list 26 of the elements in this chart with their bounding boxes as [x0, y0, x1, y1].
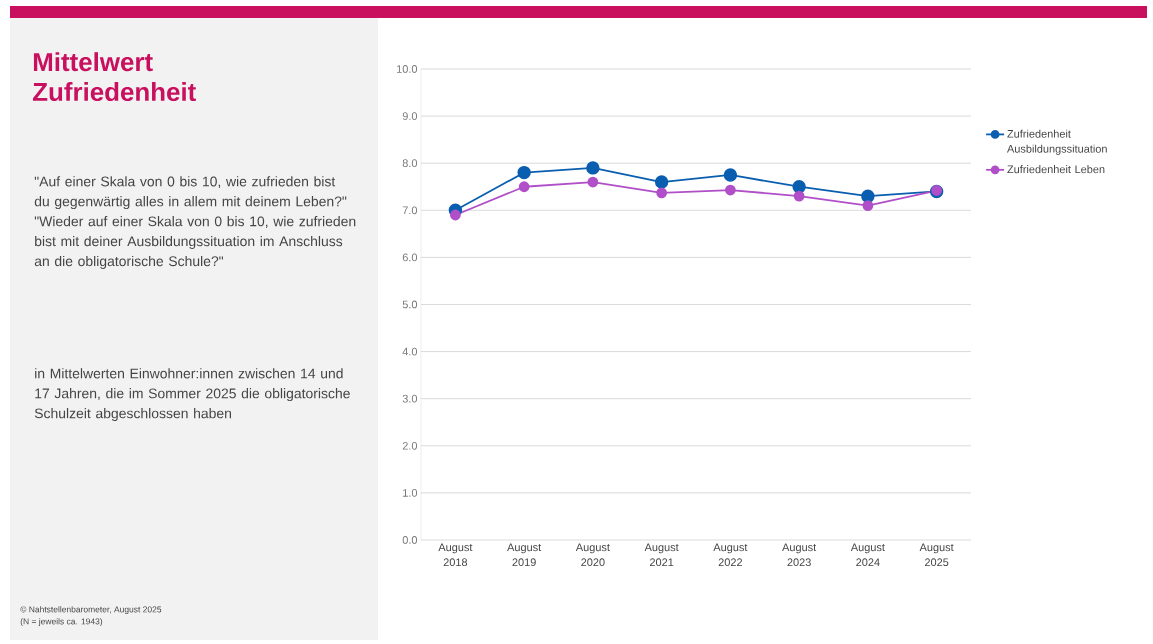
text: "Auf einer Skala von 0 bis 10, wie zufrieden bist du gegenwärtig alles in allem mit deinem Leben?" "Wieder auf einer Skala von 0 bis 10, wie zufrieden bist mit deiner Ausbildungssituation im Anschluss an die obligatorische Schule?"	[34, 176, 356, 269]
y-tick-label: 2.0	[402, 441, 418, 450]
x-tick-label: August 2022	[713, 543, 748, 567]
x-tick-label: August 2025	[919, 543, 954, 567]
y-tick-label: 3.0	[402, 394, 418, 403]
y-tick-label: 1.0	[403, 489, 418, 497]
y-tick-label: 0.0	[402, 536, 418, 544]
x-tick-label: August 2024	[850, 543, 885, 567]
y-tick-label: 9.0	[402, 112, 418, 120]
y-tick-label: 4.0	[402, 347, 418, 356]
text: in Mittelwerten Einwohner:innen zwischen 14 und 17 Jahren, die im Sommer 2025 die obligatorische Schulzeit abgeschlossen haben	[34, 368, 350, 422]
y-tick-label: 7.0	[402, 206, 418, 215]
y-tick-label: 10.0	[396, 65, 418, 73]
x-tick-label: August 2020	[575, 543, 610, 567]
legend-label: Zufriedenheit Leben	[1007, 165, 1105, 174]
text: Mittelwert Zufriedenheit	[32, 52, 196, 102]
y-tick-label: 8.0	[402, 159, 418, 168]
text: (N = jeweils ca. 1943)	[20, 618, 103, 627]
legend-label: Zufriedenheit Ausbildungssituation	[1006, 129, 1107, 155]
x-tick-label: August 2019	[507, 543, 542, 567]
x-tick-label: August 2021	[644, 543, 679, 567]
x-tick-label: August 2018	[438, 543, 473, 567]
y-tick-label: 6.0	[402, 253, 418, 262]
y-tick-label: 5.0	[402, 300, 418, 309]
x-tick-label: August 2023	[782, 543, 817, 567]
text: © Nahtstellenbarometer, August 2025	[20, 606, 162, 615]
